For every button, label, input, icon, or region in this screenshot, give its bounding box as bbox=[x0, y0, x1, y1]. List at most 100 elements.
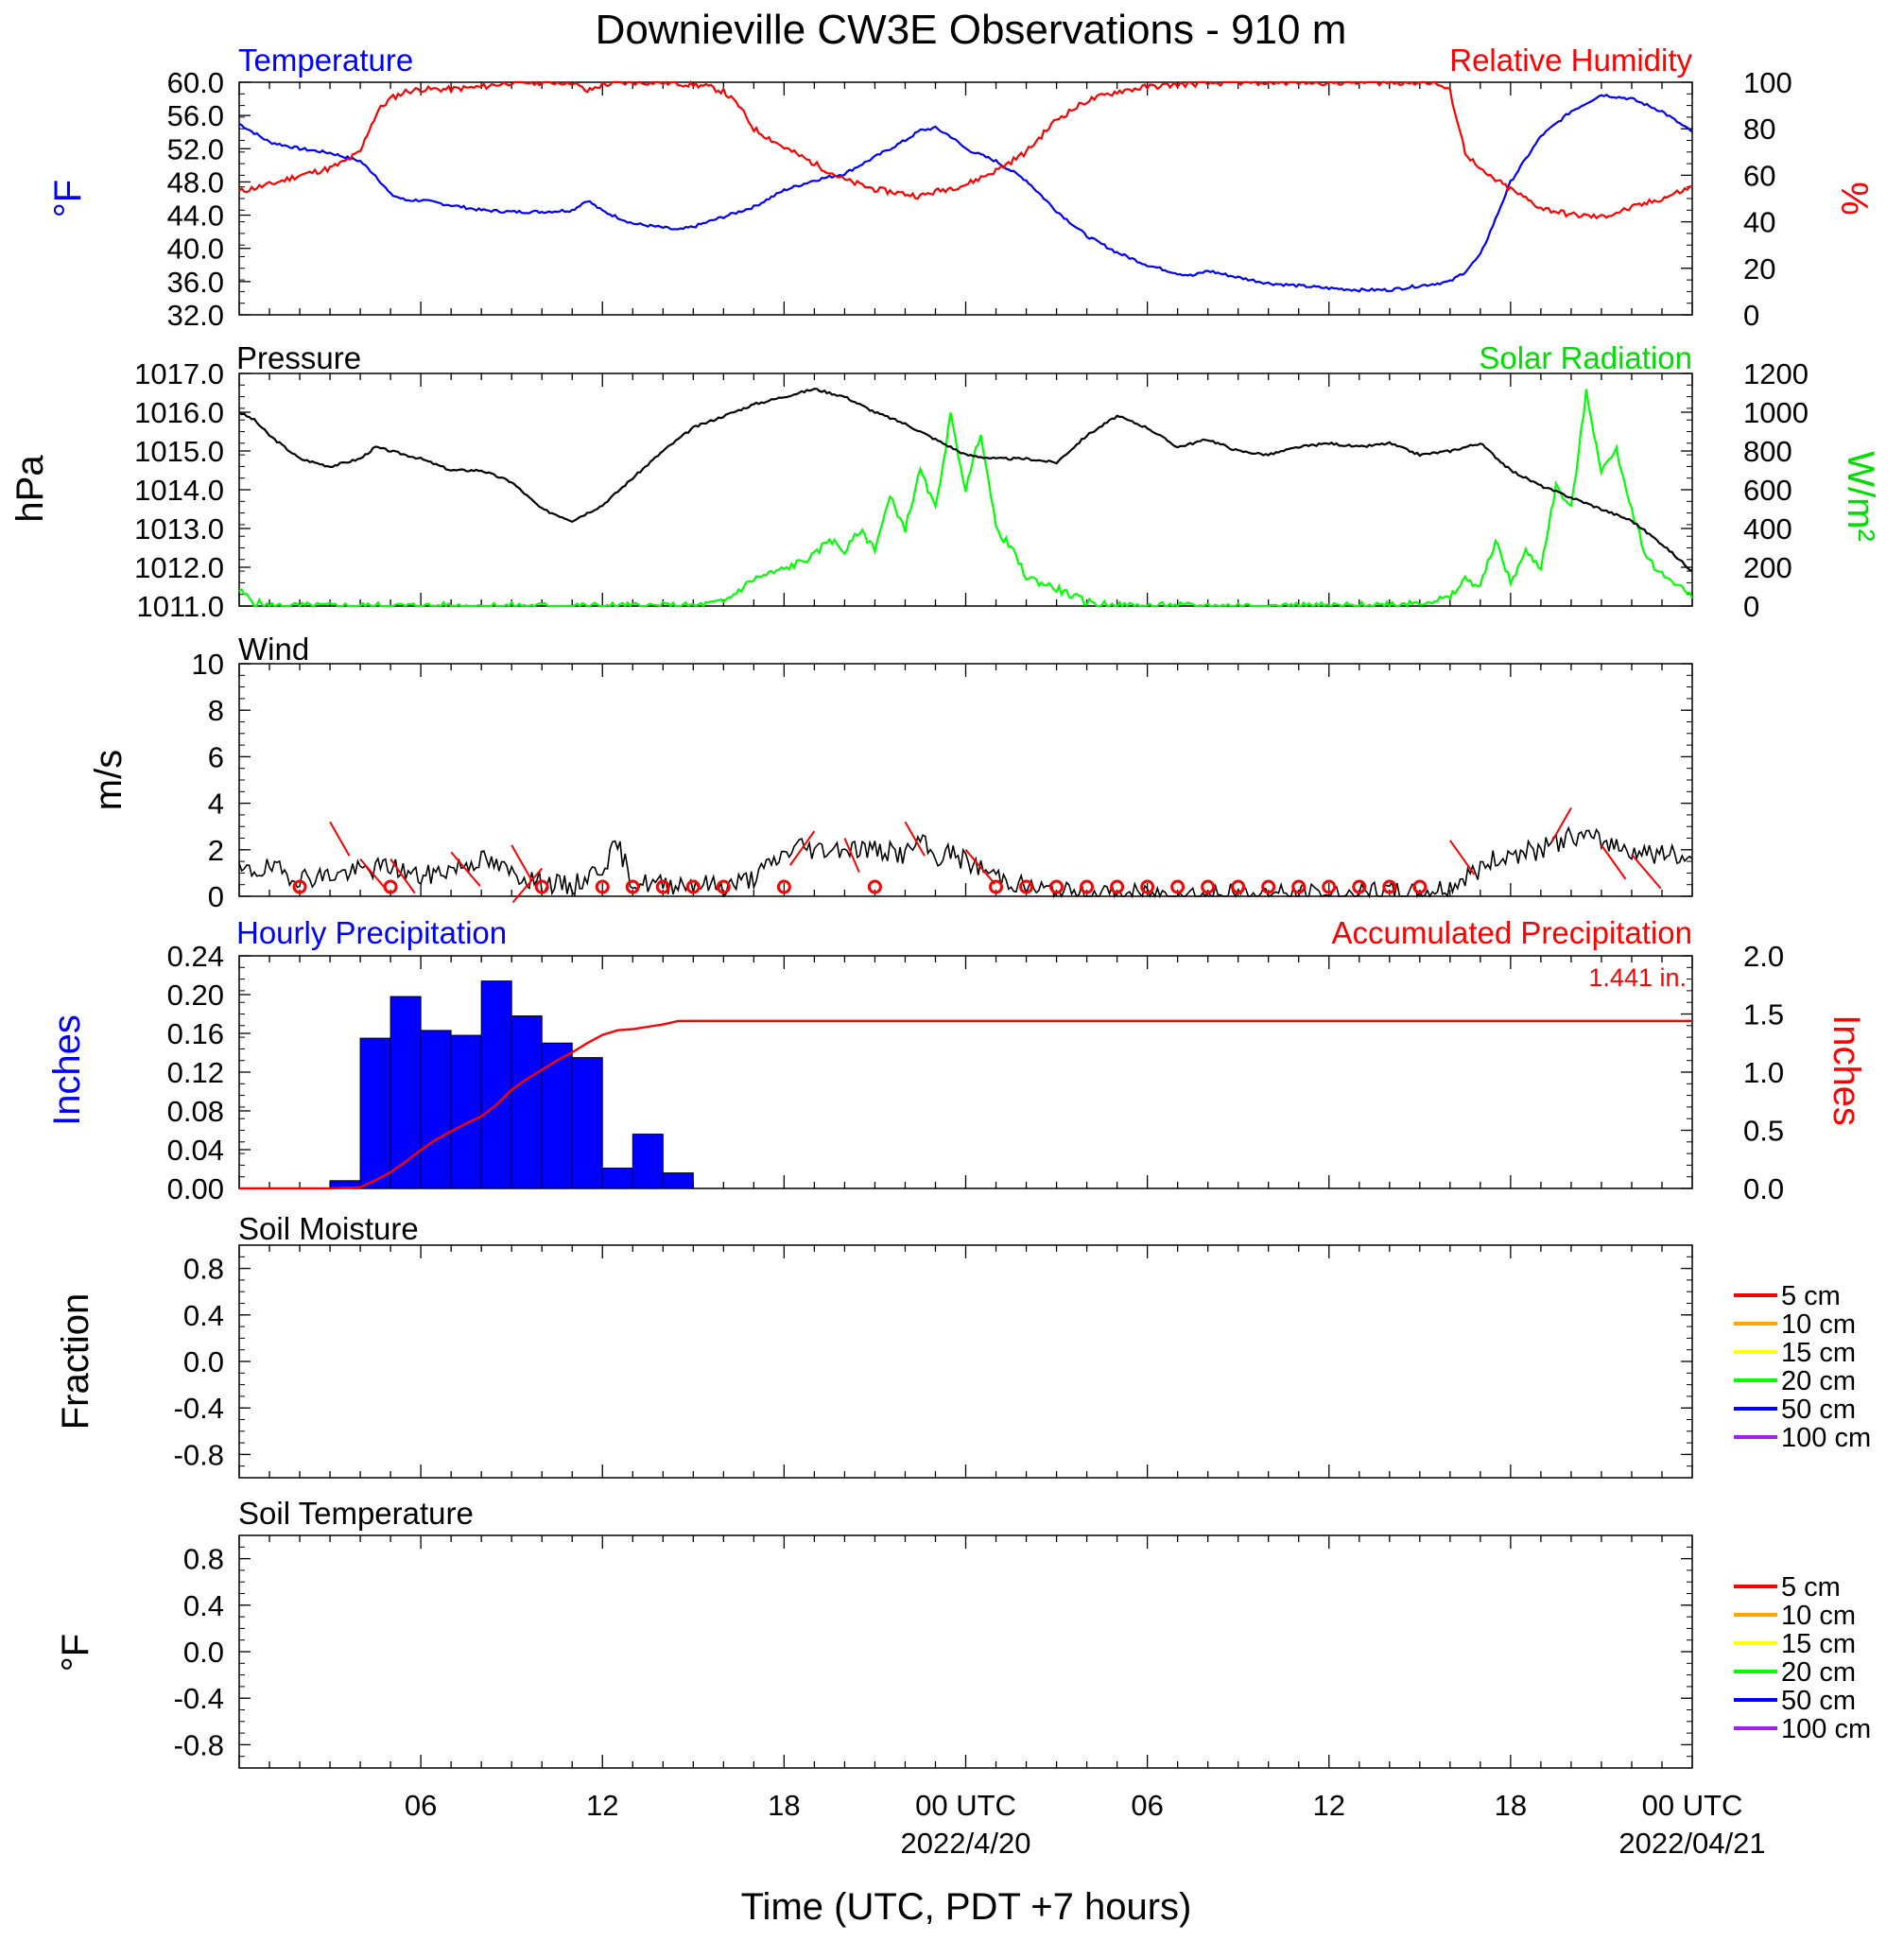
figure-title: Downieville CW3E Observations - 910 m bbox=[596, 7, 1347, 53]
y-tick-label: 1012.0 bbox=[134, 551, 224, 584]
y2-tick-label: 200 bbox=[1743, 551, 1792, 584]
y-tick-label: 1017.0 bbox=[134, 357, 224, 390]
y2-tick-label: 0.0 bbox=[1743, 1172, 1784, 1205]
precip-bar bbox=[601, 1167, 633, 1189]
x-date-label: 2022/4/20 bbox=[901, 1827, 1031, 1860]
calm-wind-marker bbox=[1382, 879, 1397, 894]
pressure-line bbox=[238, 388, 1693, 573]
accum-precip-title: Accumulated Precipitation bbox=[1331, 915, 1692, 950]
precip-panel: Hourly Precipitation Accumulated Precipi… bbox=[46, 915, 1867, 1205]
y2-tick-label: 1200 bbox=[1743, 357, 1809, 390]
y-tick-label: 0.8 bbox=[183, 1543, 224, 1576]
precip-bar bbox=[511, 1015, 543, 1189]
legend-label: 5 cm bbox=[1781, 1281, 1841, 1311]
wind-barb bbox=[1550, 807, 1572, 843]
wind-barb bbox=[904, 821, 926, 857]
calm-wind-marker bbox=[1170, 879, 1186, 894]
y-tick-label: 1015.0 bbox=[134, 435, 224, 468]
y2-tick-label: 800 bbox=[1743, 435, 1792, 468]
y-tick-label: 0.12 bbox=[167, 1056, 224, 1089]
calm-wind-marker bbox=[1261, 879, 1276, 894]
calm-wind-marker bbox=[989, 879, 1004, 894]
y-tick-label: 10 bbox=[192, 648, 224, 681]
temperature-unit: °F bbox=[47, 180, 89, 217]
y-tick-label: 0.00 bbox=[167, 1172, 224, 1205]
precip-bar bbox=[571, 1057, 603, 1189]
calm-wind-marker bbox=[655, 879, 670, 894]
calm-wind-marker bbox=[716, 879, 731, 894]
soil-temperature-chart: 0.8 0.4 0.0 -0.4 -0.8 bbox=[174, 1534, 1693, 1769]
legend-label: 5 cm bbox=[1781, 1572, 1841, 1603]
hourly-precip-title: Hourly Precipitation bbox=[236, 915, 507, 950]
y-tick-label: 0.8 bbox=[183, 1253, 224, 1286]
legend-label: 15 cm bbox=[1781, 1629, 1856, 1659]
y-tick-label: 60.0 bbox=[167, 66, 224, 99]
y-tick-label: 1013.0 bbox=[134, 512, 224, 546]
hourly-precip-unit: Inches bbox=[46, 1014, 88, 1126]
y-tick-label: 0.04 bbox=[167, 1134, 224, 1167]
y-tick-label: 0.4 bbox=[183, 1299, 224, 1332]
y-tick-label: 0.0 bbox=[183, 1636, 224, 1669]
calm-wind-marker bbox=[1291, 879, 1307, 894]
wind-barb bbox=[1601, 844, 1627, 880]
calm-wind-marker bbox=[1080, 879, 1095, 894]
wind-barb bbox=[329, 821, 351, 857]
wind-chart: 10 8 6 4 2 0 bbox=[192, 648, 1693, 913]
calm-wind-marker bbox=[292, 879, 307, 894]
x-tick-label: 12 bbox=[1313, 1789, 1345, 1822]
x-tick-label: 06 bbox=[405, 1789, 437, 1822]
wind-speed-line bbox=[238, 825, 1693, 899]
precip-bar bbox=[389, 996, 422, 1189]
soil-moisture-panel: Soil Moisture Fraction 0.8 0.4 0.0 -0.4 -0.8… bbox=[55, 1211, 1871, 1479]
y-tick-label: 0.16 bbox=[167, 1017, 224, 1050]
calm-wind-marker bbox=[685, 879, 701, 894]
y-tick-label: 44.0 bbox=[167, 199, 224, 233]
y-tick-label: 8 bbox=[208, 694, 224, 727]
y-tick-label: 0.08 bbox=[167, 1095, 224, 1128]
soil-temperature-panel: Soil Temperature °F 0.8 0.4 0.0 -0.4 -0.8 5 … bbox=[55, 1496, 1871, 1769]
wind-barb bbox=[389, 858, 416, 894]
precip-bar bbox=[359, 1037, 391, 1189]
y-tick-label: 52.0 bbox=[167, 132, 224, 165]
x-tick-label: 06 bbox=[1131, 1789, 1163, 1822]
y2-tick-label: 40 bbox=[1743, 206, 1775, 239]
y2-tick-label: 100 bbox=[1743, 66, 1792, 99]
soil-temperature-title: Soil Temperature bbox=[238, 1496, 474, 1531]
y-tick-label: 1016.0 bbox=[134, 396, 224, 429]
x-tick-label: 12 bbox=[586, 1789, 618, 1822]
solar-radiation-line bbox=[238, 389, 1694, 608]
x-tick-label: 18 bbox=[1495, 1789, 1527, 1822]
legend-label: 50 cm bbox=[1781, 1395, 1856, 1425]
y-tick-label: 6 bbox=[208, 740, 224, 773]
calm-wind-marker bbox=[776, 879, 791, 894]
y2-tick-label: 2.0 bbox=[1743, 940, 1784, 973]
y-tick-label: 0.24 bbox=[167, 940, 224, 973]
soil-temperature-unit: °F bbox=[55, 1634, 96, 1672]
y2-tick-label: 400 bbox=[1743, 512, 1792, 546]
y-tick-label: 48.0 bbox=[167, 165, 224, 199]
calm-wind-marker bbox=[1049, 879, 1065, 894]
precip-total-label: 1.441 in. bbox=[1588, 963, 1687, 992]
legend-label: 10 cm bbox=[1781, 1601, 1856, 1631]
legend-label: 20 cm bbox=[1781, 1366, 1856, 1396]
accum-precip-unit: Inches bbox=[1826, 1014, 1867, 1126]
x-date-label: 2022/04/21 bbox=[1618, 1827, 1765, 1860]
legend-label: 100 cm bbox=[1781, 1423, 1871, 1453]
y-tick-label: -0.4 bbox=[174, 1392, 224, 1425]
calm-wind-marker bbox=[625, 879, 640, 894]
calm-wind-marker bbox=[1352, 879, 1367, 894]
wind-unit: m/s bbox=[88, 750, 130, 810]
precip-bar bbox=[632, 1134, 664, 1189]
x-axis-ticklabels: 06 12 18 00 UTC 2022/4/20 06 12 18 00 UTC 2022/04… bbox=[405, 1789, 1766, 1860]
wind-barb bbox=[843, 838, 860, 873]
y2-tick-label: 20 bbox=[1743, 252, 1775, 286]
precip-bar bbox=[541, 1042, 573, 1189]
legend-label: 50 cm bbox=[1781, 1686, 1856, 1716]
calm-wind-marker bbox=[1322, 879, 1337, 894]
y2-tick-label: 60 bbox=[1743, 159, 1775, 192]
y-tick-label: 0 bbox=[208, 880, 224, 913]
wind-barb bbox=[359, 858, 390, 894]
